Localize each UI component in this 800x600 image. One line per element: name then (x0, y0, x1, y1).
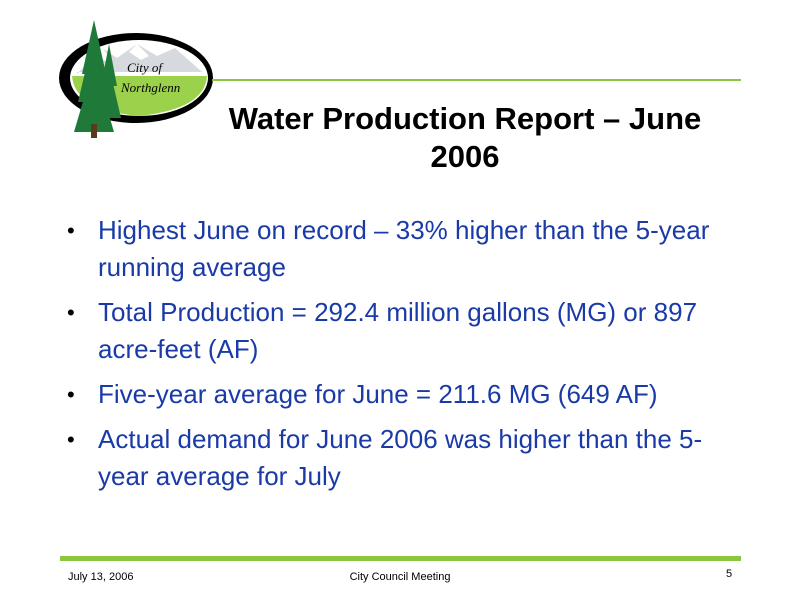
bullet-icon: • (67, 218, 75, 243)
bullet-item: • Total Production = 292.4 million gallon… (64, 294, 744, 368)
bullet-text: Actual demand for June 2006 was higher t… (98, 424, 703, 491)
city-logo: City of Northglenn (59, 20, 213, 138)
logo-text-line1: City of (127, 60, 164, 75)
bullet-text: Total Production = 292.4 million gallons… (98, 297, 698, 364)
bullet-icon: • (67, 427, 75, 452)
bottom-divider (60, 556, 741, 561)
footer-date: July 13, 2006 (68, 571, 134, 583)
bullet-text: Five-year average for June = 211.6 MG (6… (98, 379, 658, 409)
bullet-icon: • (67, 382, 75, 407)
bullet-text: Highest June on record – 33% higher than… (98, 215, 710, 282)
bullet-item: • Actual demand for June 2006 was higher … (64, 421, 744, 495)
bullet-icon: • (67, 300, 75, 325)
slide-title: Water Production Report – June 2006 (228, 101, 702, 174)
bullet-item: • Highest June on record – 33% higher tha… (64, 212, 744, 286)
logo-text-line2: Northglenn (120, 80, 180, 95)
bullet-list: • Highest June on record – 33% higher tha… (64, 212, 744, 503)
footer-meeting: City Council Meeting (349, 571, 451, 583)
bullet-item: • Five-year average for June = 211.6 MG (… (64, 376, 744, 413)
page-number: 5 (726, 568, 733, 580)
top-divider (212, 79, 741, 81)
